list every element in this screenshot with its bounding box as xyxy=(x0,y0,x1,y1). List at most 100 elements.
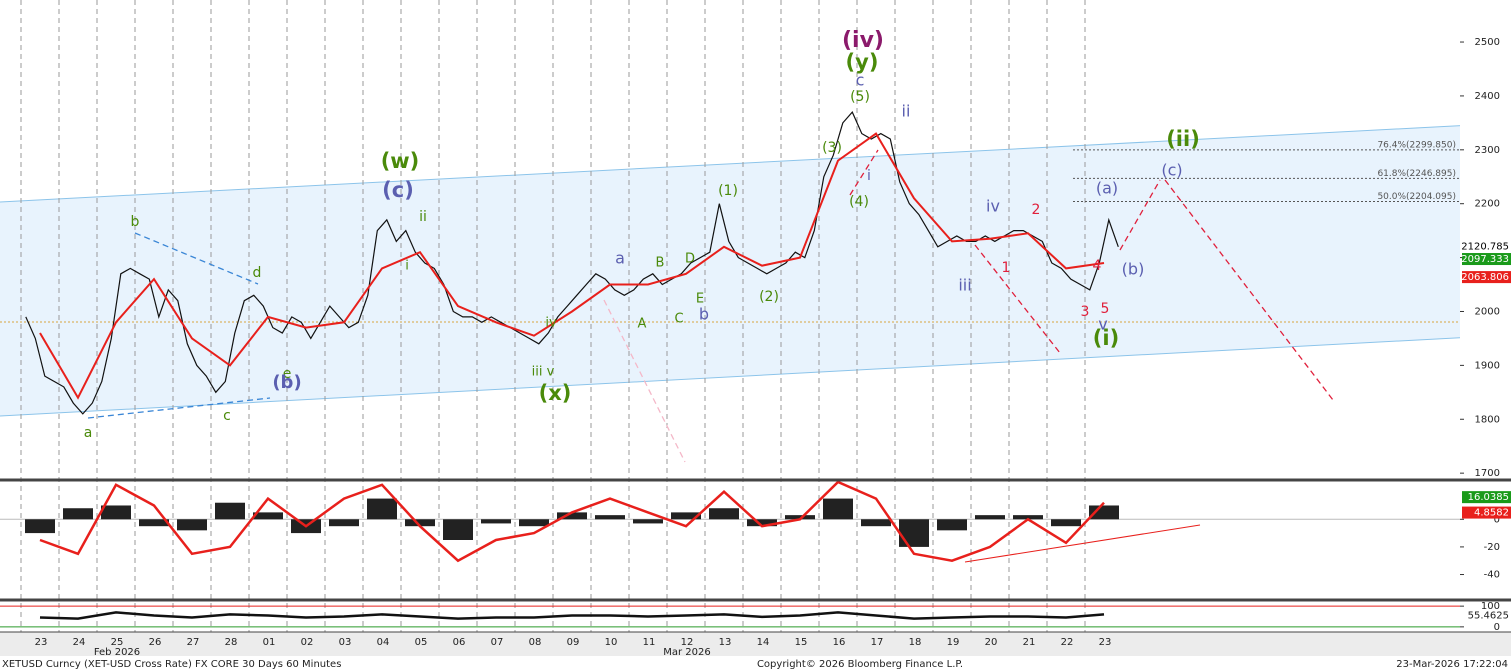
x-tick-label: 01 xyxy=(263,637,276,648)
y-tick-label: -20 xyxy=(1484,542,1500,553)
channel-upper xyxy=(0,122,1511,203)
wave-label: c xyxy=(223,408,231,424)
wave-label: (i) xyxy=(1093,326,1119,350)
wave-label: a xyxy=(84,425,93,441)
value-box xyxy=(1462,491,1511,504)
histogram-bar xyxy=(215,502,245,520)
x-tick-label: 23 xyxy=(1099,637,1112,648)
wave-label: iv xyxy=(986,197,1000,216)
fib-label: 50.0%(2204.095) xyxy=(1377,192,1456,202)
wave-label: 4 xyxy=(1093,258,1102,274)
histogram-bar xyxy=(937,519,967,531)
oscillator-line xyxy=(39,480,1105,563)
histogram-bar xyxy=(481,519,511,524)
x-tick-label: 02 xyxy=(301,637,314,648)
rsi-value-label: 55.4625 xyxy=(1468,610,1509,621)
price-box-label: 2120.785 xyxy=(1461,241,1509,252)
x-tick-label: 14 xyxy=(757,637,770,648)
wave-label: (iv) xyxy=(842,28,884,53)
x-tick-label: 19 xyxy=(947,637,960,648)
histogram-bar xyxy=(785,515,815,520)
wave-label: iv xyxy=(545,316,557,331)
y-tick-label: 2000 xyxy=(1475,306,1500,317)
y-tick-label: 2400 xyxy=(1475,91,1500,102)
x-tick-label: 12 xyxy=(681,637,694,648)
histogram-bar xyxy=(747,519,777,527)
fib-label: 61.8%(2246.895) xyxy=(1377,169,1456,179)
y-tick-label: 2300 xyxy=(1475,145,1500,156)
fib-label: 76.4%(2299.850) xyxy=(1377,140,1456,150)
wave-label: B xyxy=(656,256,665,271)
month-label: Feb 2026 xyxy=(94,647,140,658)
x-tick-label: 10 xyxy=(605,637,618,648)
wave-label: (5) xyxy=(850,89,870,105)
x-tick-label: 23 xyxy=(35,637,48,648)
wave-label: a xyxy=(615,249,625,268)
wave-label: iii xyxy=(958,276,971,295)
y-tick-label: 2500 xyxy=(1475,37,1500,48)
arrows xyxy=(87,149,1334,463)
x-tick-label: 09 xyxy=(567,637,580,648)
histogram-bar xyxy=(519,519,549,527)
wave-label: 1 xyxy=(1002,260,1011,276)
y-tick-label: 1700 xyxy=(1475,468,1500,479)
y-tick-label: -40 xyxy=(1484,570,1500,581)
wave-label: 3 xyxy=(1081,304,1090,320)
x-tick-label: 24 xyxy=(73,637,86,648)
footer-right: 23-Mar-2026 17:22:04 xyxy=(1396,659,1508,670)
histogram-bar xyxy=(975,515,1005,520)
x-tick-label: 20 xyxy=(985,637,998,648)
histogram-bar xyxy=(25,519,55,534)
wave-label: b xyxy=(699,305,709,324)
wave-label: e xyxy=(283,366,292,382)
histogram-bar xyxy=(1013,515,1043,520)
x-tick-label: 03 xyxy=(339,637,352,648)
value-box xyxy=(1462,506,1511,519)
wave-label: E xyxy=(696,292,704,307)
wave-label: (b) xyxy=(272,372,301,393)
histogram-bar xyxy=(709,508,739,520)
x-tick-label: 06 xyxy=(453,637,466,648)
histogram-bar xyxy=(63,508,93,520)
wave-label: (b) xyxy=(1122,260,1145,279)
histogram-bar xyxy=(177,519,207,531)
x-axis xyxy=(0,632,1511,656)
x-tick-label: 04 xyxy=(377,637,390,648)
price-box xyxy=(1462,271,1511,284)
histogram-bar xyxy=(139,519,169,527)
histogram-bar xyxy=(899,519,929,547)
histogram-bar xyxy=(367,498,397,520)
wave-label: (x) xyxy=(539,381,572,405)
histogram-bar xyxy=(329,519,359,527)
value-box-label: 16.0385 xyxy=(1468,492,1509,503)
y-tick-label: 1800 xyxy=(1475,414,1500,425)
wave-label: (1) xyxy=(718,183,738,199)
x-tick-label: 27 xyxy=(187,637,200,648)
wave-label: (4) xyxy=(849,194,869,210)
right-axis xyxy=(1460,0,1511,632)
y-tick-label: 1900 xyxy=(1475,360,1500,371)
histogram-bar xyxy=(405,519,435,527)
footer-left: XETUSD Curncy (XET-USD Cross Rate) FX CO… xyxy=(2,659,341,670)
price-box xyxy=(1462,240,1511,253)
wave-label: ii xyxy=(419,209,427,225)
y-tick-label: 0 xyxy=(1494,622,1500,633)
x-tick-label: 25 xyxy=(111,637,124,648)
rsi-line xyxy=(39,611,1105,620)
histogram-bar xyxy=(101,505,131,520)
wave-label: (2) xyxy=(759,289,779,305)
y-tick-label: 100 xyxy=(1481,601,1500,612)
x-tick-label: 15 xyxy=(795,637,808,648)
x-tick-label: 18 xyxy=(909,637,922,648)
histogram-bar xyxy=(1051,519,1081,527)
wave-label: D xyxy=(685,252,695,267)
x-tick-label: 28 xyxy=(225,637,238,648)
x-tick-label: 22 xyxy=(1061,637,1074,648)
wave-label: ii xyxy=(902,102,911,121)
histogram-bar xyxy=(253,512,283,520)
footer-center: Copyright© 2026 Bloomberg Finance L.P. xyxy=(757,659,963,670)
y-tick-label: 2200 xyxy=(1475,199,1500,210)
x-tick-label: 07 xyxy=(491,637,504,648)
wave-label: c xyxy=(856,71,865,90)
